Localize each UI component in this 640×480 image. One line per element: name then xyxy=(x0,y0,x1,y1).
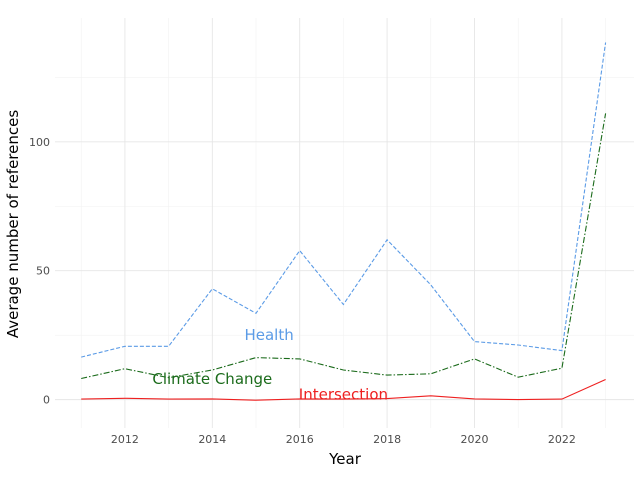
series-line-climate-change xyxy=(81,113,607,380)
series-line-health xyxy=(81,42,607,358)
y-axis-title: Average number of references xyxy=(4,110,22,339)
x-tick-label: 2020 xyxy=(461,433,489,446)
x-tick-label: 2014 xyxy=(198,433,226,446)
major-gridlines xyxy=(55,18,634,428)
series-label-climate-change: Climate Change xyxy=(152,370,272,388)
x-axis-title: Year xyxy=(328,450,362,468)
x-tick-label: 2012 xyxy=(111,433,139,446)
series-label-intersection: Intersection xyxy=(299,385,388,403)
x-tick-label: 2016 xyxy=(286,433,314,446)
series-line-intersection xyxy=(81,378,606,401)
y-tick-label: 100 xyxy=(29,136,50,149)
x-tick-labels: 2012 2014 2016 2018 2020 2022 xyxy=(111,433,576,446)
y-tick-labels: 0 50 100 xyxy=(29,136,50,407)
series-lines xyxy=(81,42,607,401)
series-label-health: Health xyxy=(244,326,293,344)
series-labels: Health Climate Change Intersection xyxy=(152,326,388,403)
minor-gridlines xyxy=(55,18,634,428)
x-tick-label: 2022 xyxy=(548,433,576,446)
y-tick-label: 50 xyxy=(36,265,50,278)
x-tick-label: 2018 xyxy=(373,433,401,446)
y-tick-label: 0 xyxy=(43,394,50,407)
